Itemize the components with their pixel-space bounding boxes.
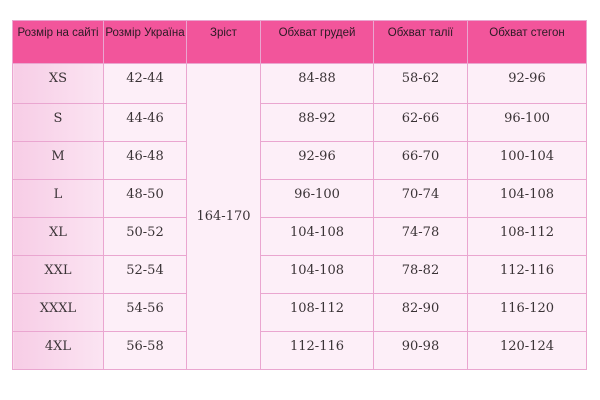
- cell-chest: 84-88: [260, 63, 374, 104]
- header-chest: Обхват грудей: [260, 20, 374, 64]
- header-height: Зріст: [186, 20, 261, 64]
- cell-site-size: XXL: [12, 255, 104, 294]
- table-row: S 44-46 88-92 62-66 96-100: [12, 103, 587, 142]
- header-row: Розмір на сайті Розмір Україна Зріст Обх…: [12, 20, 587, 64]
- table-row: 4XL 56-58 112-116 90-98 120-124: [12, 331, 587, 370]
- header-ukraine-size: Розмір Україна: [103, 20, 187, 64]
- cell-hips: 120-124: [467, 331, 587, 370]
- cell-hips: 96-100: [467, 103, 587, 142]
- cell-site-size: XL: [12, 217, 104, 256]
- cell-waist: 70-74: [373, 179, 468, 218]
- cell-waist: 58-62: [373, 63, 468, 104]
- cell-chest: 92-96: [260, 141, 374, 180]
- cell-site-size: 4XL: [12, 331, 104, 370]
- cell-hips: 108-112: [467, 217, 587, 256]
- header-hips: Обхват стегон: [467, 20, 587, 64]
- cell-hips: 116-120: [467, 293, 587, 332]
- cell-site-size: L: [12, 179, 104, 218]
- cell-ukraine-size: 46-48: [103, 141, 187, 180]
- cell-chest: 112-116: [260, 331, 374, 370]
- table-row: XXXL 54-56 108-112 82-90 116-120: [12, 293, 587, 332]
- header-site-size: Розмір на сайті: [12, 20, 104, 64]
- cell-waist: 90-98: [373, 331, 468, 370]
- cell-waist: 66-70: [373, 141, 468, 180]
- cell-waist: 62-66: [373, 103, 468, 142]
- cell-hips: 112-116: [467, 255, 587, 294]
- cell-ukraine-size: 56-58: [103, 331, 187, 370]
- table-row: XXL 52-54 104-108 78-82 112-116: [12, 255, 587, 294]
- cell-site-size: S: [12, 103, 104, 142]
- header-waist: Обхват талії: [373, 20, 468, 64]
- table-row: XL 50-52 104-108 74-78 108-112: [12, 217, 587, 256]
- cell-waist: 82-90: [373, 293, 468, 332]
- cell-site-size: XS: [12, 63, 104, 104]
- cell-site-size: XXXL: [12, 293, 104, 332]
- cell-ukraine-size: 54-56: [103, 293, 187, 332]
- size-chart-table: Розмір на сайті Розмір Україна Зріст Обх…: [12, 20, 587, 370]
- cell-chest: 104-108: [260, 217, 374, 256]
- cell-site-size: M: [12, 141, 104, 180]
- table-row: L 48-50 96-100 70-74 104-108: [12, 179, 587, 218]
- cell-waist: 78-82: [373, 255, 468, 294]
- cell-height: 164-170: [186, 63, 261, 370]
- cell-ukraine-size: 52-54: [103, 255, 187, 294]
- table-row: XS 42-44 164-170 84-88 58-62 92-96: [12, 63, 587, 370]
- cell-chest: 96-100: [260, 179, 374, 218]
- cell-ukraine-size: 48-50: [103, 179, 187, 218]
- cell-chest: 88-92: [260, 103, 374, 142]
- cell-hips: 92-96: [467, 63, 587, 104]
- table-row: M 46-48 92-96 66-70 100-104: [12, 141, 587, 180]
- cell-hips: 104-108: [467, 179, 587, 218]
- cell-chest: 108-112: [260, 293, 374, 332]
- cell-ukraine-size: 50-52: [103, 217, 187, 256]
- cell-waist: 74-78: [373, 217, 468, 256]
- cell-ukraine-size: 42-44: [103, 63, 187, 104]
- cell-ukraine-size: 44-46: [103, 103, 187, 142]
- cell-chest: 104-108: [260, 255, 374, 294]
- cell-hips: 100-104: [467, 141, 587, 180]
